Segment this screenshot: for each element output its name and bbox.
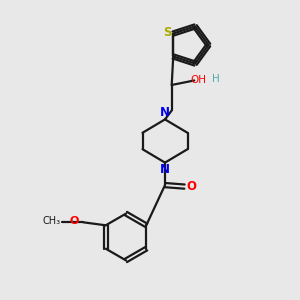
Text: CH₃: CH₃ [43,216,61,226]
Text: N: N [160,163,170,176]
Text: N: N [160,106,170,119]
Text: OH: OH [191,76,207,85]
Text: H: H [212,74,220,84]
Text: O: O [186,180,196,193]
Text: S: S [164,26,172,38]
Text: O: O [70,216,79,226]
